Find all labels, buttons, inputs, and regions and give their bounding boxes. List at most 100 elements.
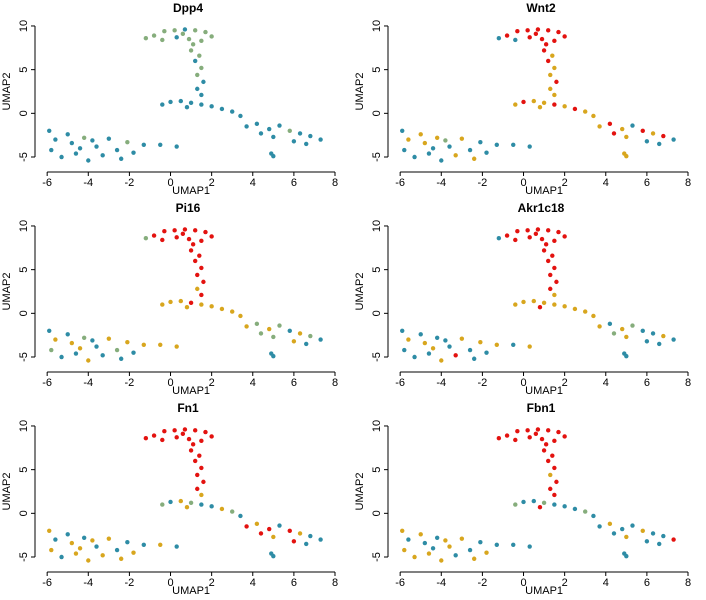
point [73, 351, 79, 356]
point [478, 139, 483, 145]
point [174, 544, 179, 549]
y-tick-label: 10 [18, 220, 30, 232]
point [661, 333, 666, 339]
point [533, 231, 539, 237]
point [630, 123, 635, 128]
point [548, 286, 553, 292]
point [209, 34, 214, 39]
point [545, 258, 551, 264]
point [515, 429, 520, 434]
point [412, 554, 417, 560]
point [537, 105, 543, 110]
point [197, 253, 202, 258]
point [624, 334, 629, 340]
point [318, 337, 323, 342]
point [287, 328, 292, 334]
point [541, 248, 547, 253]
point [219, 106, 225, 112]
point [418, 132, 423, 137]
point [611, 331, 617, 336]
point [178, 498, 184, 504]
point [90, 338, 95, 343]
point [73, 151, 79, 156]
point [100, 153, 105, 158]
point [184, 305, 190, 310]
point [443, 138, 448, 143]
point [199, 492, 204, 498]
point [572, 106, 578, 112]
point [49, 147, 54, 153]
point [188, 48, 194, 53]
x-tick-label: 8 [332, 177, 338, 189]
point [195, 486, 200, 492]
x-tick-label: 2 [562, 377, 568, 389]
y-tick-label: 10 [371, 20, 383, 32]
point [277, 523, 282, 528]
point [201, 79, 206, 85]
point [550, 53, 555, 58]
x-axis-label: UMAP1 [172, 385, 210, 397]
x-tick-label: -4 [83, 177, 93, 189]
point [318, 537, 323, 542]
panel-title: Pi16 [176, 201, 201, 215]
point [562, 104, 567, 109]
point [125, 339, 130, 345]
point [525, 228, 530, 233]
point [230, 509, 235, 514]
point [467, 347, 473, 353]
point [81, 535, 87, 540]
point [271, 153, 276, 159]
point [199, 92, 204, 98]
point [182, 227, 188, 232]
point [572, 506, 578, 512]
point [426, 351, 432, 356]
point [69, 340, 75, 346]
point [521, 99, 526, 105]
point [65, 532, 70, 537]
point [434, 535, 440, 540]
y-axis-label: UMAP2 [354, 473, 366, 511]
point [100, 353, 105, 358]
point [203, 229, 208, 235]
x-axis-label: UMAP1 [172, 185, 210, 197]
x-tick-label: -6 [395, 177, 405, 189]
x-tick-label: 0 [167, 377, 173, 389]
point [77, 546, 83, 551]
point [162, 29, 167, 34]
point [556, 229, 561, 235]
point [453, 353, 458, 358]
point [151, 33, 157, 38]
point [143, 435, 149, 441]
point [644, 139, 650, 144]
point [258, 531, 264, 536]
point [543, 42, 549, 47]
point [511, 542, 516, 547]
point [192, 228, 198, 233]
point [611, 131, 617, 136]
point [447, 344, 452, 349]
point [230, 109, 235, 114]
point [552, 492, 557, 498]
point [238, 513, 243, 519]
point [541, 100, 547, 106]
point [541, 300, 547, 306]
point [541, 500, 547, 506]
point [453, 153, 458, 158]
point [151, 233, 157, 238]
point [400, 528, 405, 534]
panel: Dpp4 -6 -4 -2 0 2 4 6 8 -5 0 5 10 UMAP1 UMAP2 [1, 1, 338, 197]
point [168, 299, 173, 305]
x-tick-label: 8 [685, 577, 691, 589]
point [443, 538, 448, 543]
point [86, 358, 91, 363]
point [548, 272, 553, 278]
point [94, 344, 99, 349]
y-tick-label: -5 [18, 352, 30, 362]
point [267, 126, 272, 132]
point [583, 309, 588, 314]
point [443, 338, 448, 343]
point [180, 431, 186, 437]
point [525, 428, 530, 433]
point [434, 335, 440, 340]
point [172, 428, 177, 433]
